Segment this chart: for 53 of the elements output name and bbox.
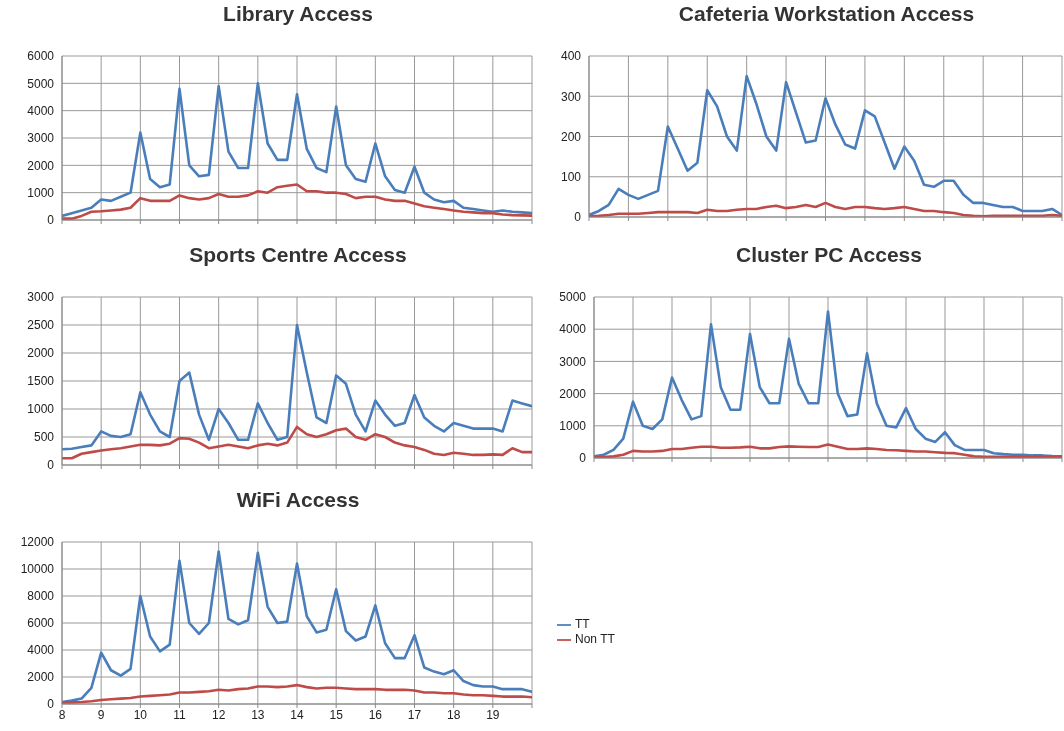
y-tick-label: 2000 [27,670,55,685]
x-tick-label: 8 [58,707,66,722]
y-tick-label: 3000 [27,131,55,146]
legend-label: Non TT [575,632,615,646]
y-tick-label: 0 [47,213,55,228]
chart-title: Cafeteria Workstation Access [677,2,976,26]
y-tick-label: 500 [33,430,55,445]
x-tick-label: 19 [486,707,500,722]
y-tick-label: 4000 [27,103,55,118]
y-tick-label: 1000 [559,419,587,434]
y-tick-label: 100 [560,170,582,185]
y-tick-label: 1000 [27,185,55,200]
chart-title: Library Access [222,2,374,26]
x-tick-label: 16 [368,707,383,722]
y-tick-label: 2000 [27,158,55,173]
y-tick-label: 12000 [20,535,55,550]
y-tick-label: 0 [47,697,55,712]
y-tick-label: 8000 [27,589,55,604]
chart-title: WiFi Access [235,488,361,512]
y-tick-label: 1000 [27,402,55,417]
y-tick-label: 400 [560,49,582,64]
y-tick-label: 6000 [27,49,55,64]
y-tick-label: 5000 [559,290,587,305]
x-tick-label: 9 [97,707,105,722]
y-tick-label: 3000 [27,290,55,305]
y-tick-label: 3000 [559,354,587,369]
chart-title: Cluster PC Access [735,243,923,267]
line-series [62,425,532,460]
y-tick-label: 0 [579,451,587,466]
y-tick-label: 1500 [27,374,55,389]
y-tick-label: 0 [574,210,582,225]
y-tick-label: 300 [560,89,582,104]
x-tick-label: 12 [211,707,226,722]
y-tick-label: 200 [560,129,582,144]
x-tick-label: 14 [290,707,304,722]
x-tick-label: 10 [133,707,148,722]
y-tick-label: 4000 [559,322,587,337]
x-tick-label: 18 [446,707,461,722]
x-tick-label: 11 [173,707,187,722]
y-tick-label: 2500 [27,318,55,333]
y-tick-label: 2000 [27,346,55,361]
y-tick-label: 0 [47,458,55,473]
x-tick-label: 17 [407,707,422,722]
chart-title: Sports Centre Access [188,243,408,267]
x-tick-label: 13 [251,707,265,722]
y-tick-label: 6000 [27,616,55,631]
y-tick-label: 10000 [20,562,55,577]
legend-label: TT [575,617,590,632]
y-tick-label: 2000 [559,386,587,401]
y-tick-label: 5000 [27,76,55,91]
y-tick-label: 4000 [27,643,55,658]
line-series [62,323,532,451]
x-tick-label: 15 [329,707,344,722]
